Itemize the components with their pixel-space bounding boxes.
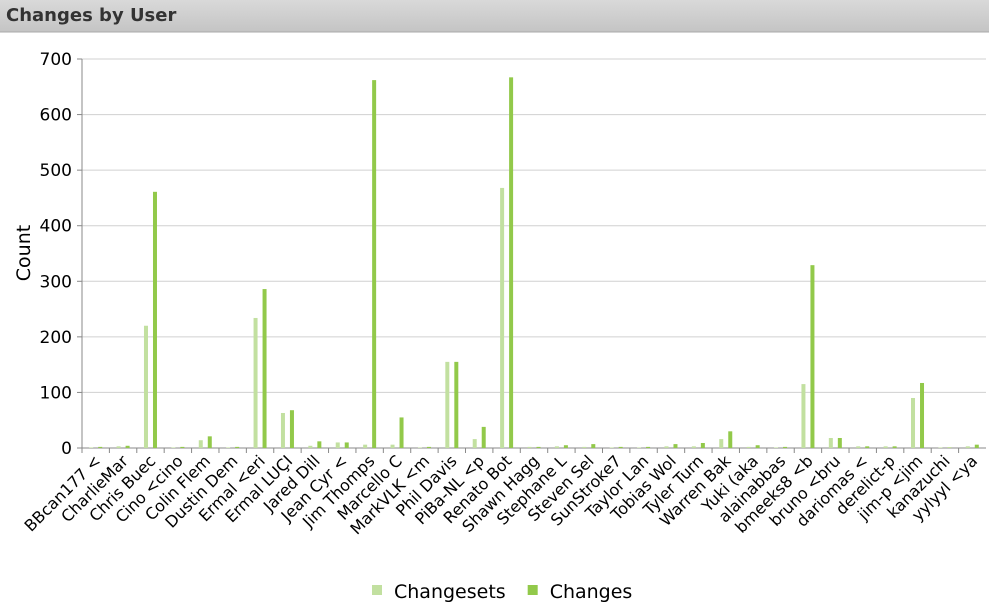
bar: [837, 437, 842, 448]
y-tick-label: 700: [40, 50, 72, 70]
bar: [317, 441, 322, 448]
bar: [974, 444, 979, 448]
bar: [673, 444, 678, 448]
y-tick-label: 500: [40, 161, 72, 181]
y-tick-label: 400: [40, 217, 72, 237]
bar: [755, 445, 760, 448]
bar: [920, 382, 925, 448]
bar: [116, 446, 121, 448]
bar: [445, 361, 450, 448]
header-bar: [0, 0, 989, 32]
legend-label: Changes: [550, 581, 633, 603]
bar: [646, 446, 651, 448]
bar: [618, 446, 623, 448]
bar: [280, 412, 285, 448]
bar: [390, 444, 395, 448]
bar: [865, 446, 870, 448]
y-tick-label: 0: [61, 439, 72, 459]
bar: [965, 446, 970, 448]
bar: [372, 80, 377, 449]
y-tick-label: 600: [40, 106, 72, 126]
y-tick-label: 300: [40, 272, 72, 292]
bar: [509, 77, 514, 449]
bar: [472, 439, 477, 448]
bar: [591, 444, 596, 448]
bar: [911, 397, 916, 448]
bar: [883, 446, 888, 448]
bar: [810, 265, 815, 448]
bar: [554, 446, 559, 448]
bar: [235, 446, 240, 448]
bar: [746, 446, 751, 448]
bar: [335, 442, 340, 448]
legend-label: Changesets: [394, 581, 506, 603]
bar: [308, 445, 313, 448]
bar: [152, 191, 157, 448]
bar: [481, 426, 486, 448]
bar: [454, 361, 459, 448]
bar: [563, 445, 568, 448]
y-axis-label: Count: [13, 225, 35, 281]
bar: [582, 446, 587, 448]
chart-title: Changes by User: [6, 5, 176, 26]
bar: [609, 447, 614, 448]
bar: [783, 446, 788, 448]
bar: [728, 431, 733, 448]
bar: [180, 446, 185, 448]
bar: [828, 437, 833, 448]
bar: [253, 317, 258, 448]
bar: [856, 446, 861, 448]
bar: [719, 439, 724, 448]
bar: [198, 440, 203, 448]
legend-swatch: [372, 585, 382, 595]
bar: [637, 447, 642, 448]
bar: [691, 446, 696, 448]
bar: [399, 417, 404, 448]
bar: [143, 325, 148, 448]
legend-swatch: [527, 585, 538, 595]
bar: [417, 447, 422, 448]
bar: [344, 442, 349, 448]
bar: [363, 444, 368, 448]
bar: [892, 446, 897, 448]
bar: [700, 442, 705, 448]
bar: [527, 446, 532, 448]
bar: [801, 384, 806, 448]
bar: [947, 447, 952, 448]
bar: [426, 446, 431, 448]
bar: [536, 446, 541, 448]
bar: [664, 446, 669, 448]
bar: [774, 447, 779, 448]
bar: [500, 187, 505, 448]
bar: [938, 447, 943, 448]
y-tick-label: 200: [40, 328, 72, 348]
bar: [226, 447, 231, 448]
bar: [125, 445, 130, 448]
bar: [89, 447, 94, 448]
bar: [98, 446, 103, 448]
bar: [171, 447, 176, 448]
bar: [262, 289, 267, 448]
y-tick-label: 100: [40, 383, 72, 403]
bar: [207, 436, 212, 448]
bar: [289, 410, 294, 448]
